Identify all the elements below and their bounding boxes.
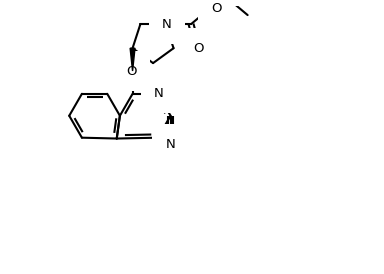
Polygon shape bbox=[130, 48, 135, 71]
Text: O: O bbox=[212, 2, 222, 15]
Text: O: O bbox=[194, 42, 204, 55]
Text: N: N bbox=[162, 18, 172, 31]
Text: O: O bbox=[126, 64, 137, 78]
Text: N: N bbox=[154, 87, 164, 100]
Text: N: N bbox=[166, 138, 175, 151]
